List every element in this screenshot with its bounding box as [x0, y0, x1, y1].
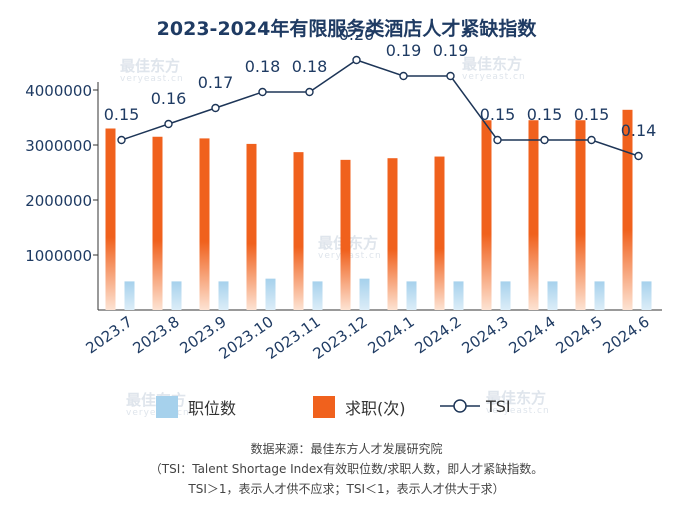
- positions-bar: [641, 281, 652, 310]
- applicants-bar: [575, 120, 586, 310]
- chart-title: 2023-2024年有限服务类酒店人才紧缺指数: [156, 18, 537, 40]
- applicants-bar: [481, 120, 492, 310]
- tsi-point: [352, 55, 361, 65]
- applicants-bar: [528, 120, 539, 310]
- combo-chart: 1000000 2000000 3000000 4000000 2023.72023.8…: [25, 25, 662, 363]
- positions-bar: [218, 281, 229, 310]
- x-tick-label: 2024.2: [411, 313, 464, 358]
- tsi-data-label: 0.20: [339, 25, 375, 44]
- legend-positions: 职位数: [156, 395, 236, 419]
- tsi-point: [305, 87, 314, 97]
- y-tick-label: 3000000: [25, 137, 92, 155]
- tsi-data-label: 0.14: [621, 121, 657, 140]
- tsi-line: [121, 59, 639, 157]
- tsi-point: [446, 71, 455, 81]
- applicants-bar: [293, 152, 304, 310]
- applicants-bar: [246, 143, 257, 310]
- tsi-data-label: 0.19: [433, 41, 469, 60]
- positions-bar: [547, 281, 558, 310]
- positions-bar: [594, 281, 605, 310]
- applicants-bar: [152, 136, 163, 310]
- x-tick-label: 2024.1: [364, 313, 417, 358]
- tsi-data-label: 0.15: [574, 105, 610, 124]
- legend-tsi: TSI: [440, 395, 511, 417]
- tsi-point: [211, 103, 220, 113]
- positions-bar: [171, 281, 182, 310]
- x-tick-label: 2023.12: [310, 313, 371, 363]
- tsi-point: [399, 71, 408, 81]
- x-tick-label: 2023.8: [129, 313, 182, 358]
- tsi-point: [493, 135, 502, 145]
- x-tick-label: 2024.6: [599, 313, 652, 358]
- tsi-point: [634, 151, 643, 161]
- tsi-point: [587, 135, 596, 145]
- tsi-data-label: 0.16: [151, 89, 187, 108]
- x-tick-label: 2023.7: [82, 313, 135, 358]
- positions-bar: [124, 281, 135, 310]
- positions-bar: [406, 281, 417, 310]
- positions-bar: [453, 281, 464, 310]
- applicants-bar: [387, 158, 398, 310]
- tsi-data-label: 0.15: [104, 105, 140, 124]
- y-tick-label: 2000000: [25, 192, 92, 210]
- y-tick-label: 1000000: [25, 247, 92, 265]
- applicants-bar: [340, 159, 351, 310]
- y-tick-label: 4000000: [25, 82, 92, 100]
- definition-note: （TSI：Talent Shortage Index有效职位数/求职人数，即人才…: [149, 462, 544, 476]
- legend-applicants: 求职(次): [313, 395, 406, 419]
- tsi-data-label: 0.15: [527, 105, 563, 124]
- interpretation-note: TSI＞1，表示人才供不应求；TSI＜1，表示人才供大于求）: [188, 482, 505, 496]
- applicants-bar: [434, 156, 445, 310]
- tsi-data-label: 0.17: [198, 73, 234, 92]
- positions-bar: [500, 281, 511, 310]
- legend-positions-label: 职位数: [188, 399, 237, 418]
- applicants-swatch: [313, 396, 335, 418]
- tsi-line-marker-icon: [440, 399, 480, 413]
- x-tick-label: 2024.4: [505, 313, 558, 358]
- x-tick-label: 2024.3: [458, 313, 511, 358]
- legend-applicants-label: 求职(次): [345, 399, 406, 418]
- tsi-data-label: 0.18: [292, 57, 328, 76]
- tsi-point: [258, 87, 267, 97]
- x-tick-label: 2024.5: [552, 313, 605, 358]
- applicants-bar: [622, 109, 633, 310]
- tsi-point: [164, 119, 173, 129]
- source-note: 数据来源：最佳东方人才发展研究院: [250, 442, 443, 456]
- applicants-bar: [105, 128, 116, 310]
- positions-swatch: [156, 396, 178, 418]
- positions-bar: [312, 281, 323, 310]
- positions-bar: [359, 278, 370, 310]
- tsi-data-label: 0.18: [245, 57, 281, 76]
- applicants-bar: [199, 138, 210, 310]
- tsi-point: [117, 135, 126, 145]
- tsi-data-label: 0.19: [386, 41, 422, 60]
- tsi-point: [540, 135, 549, 145]
- tsi-data-label: 0.15: [480, 105, 516, 124]
- legend-tsi-label: TSI: [486, 396, 511, 416]
- positions-bar: [265, 278, 276, 310]
